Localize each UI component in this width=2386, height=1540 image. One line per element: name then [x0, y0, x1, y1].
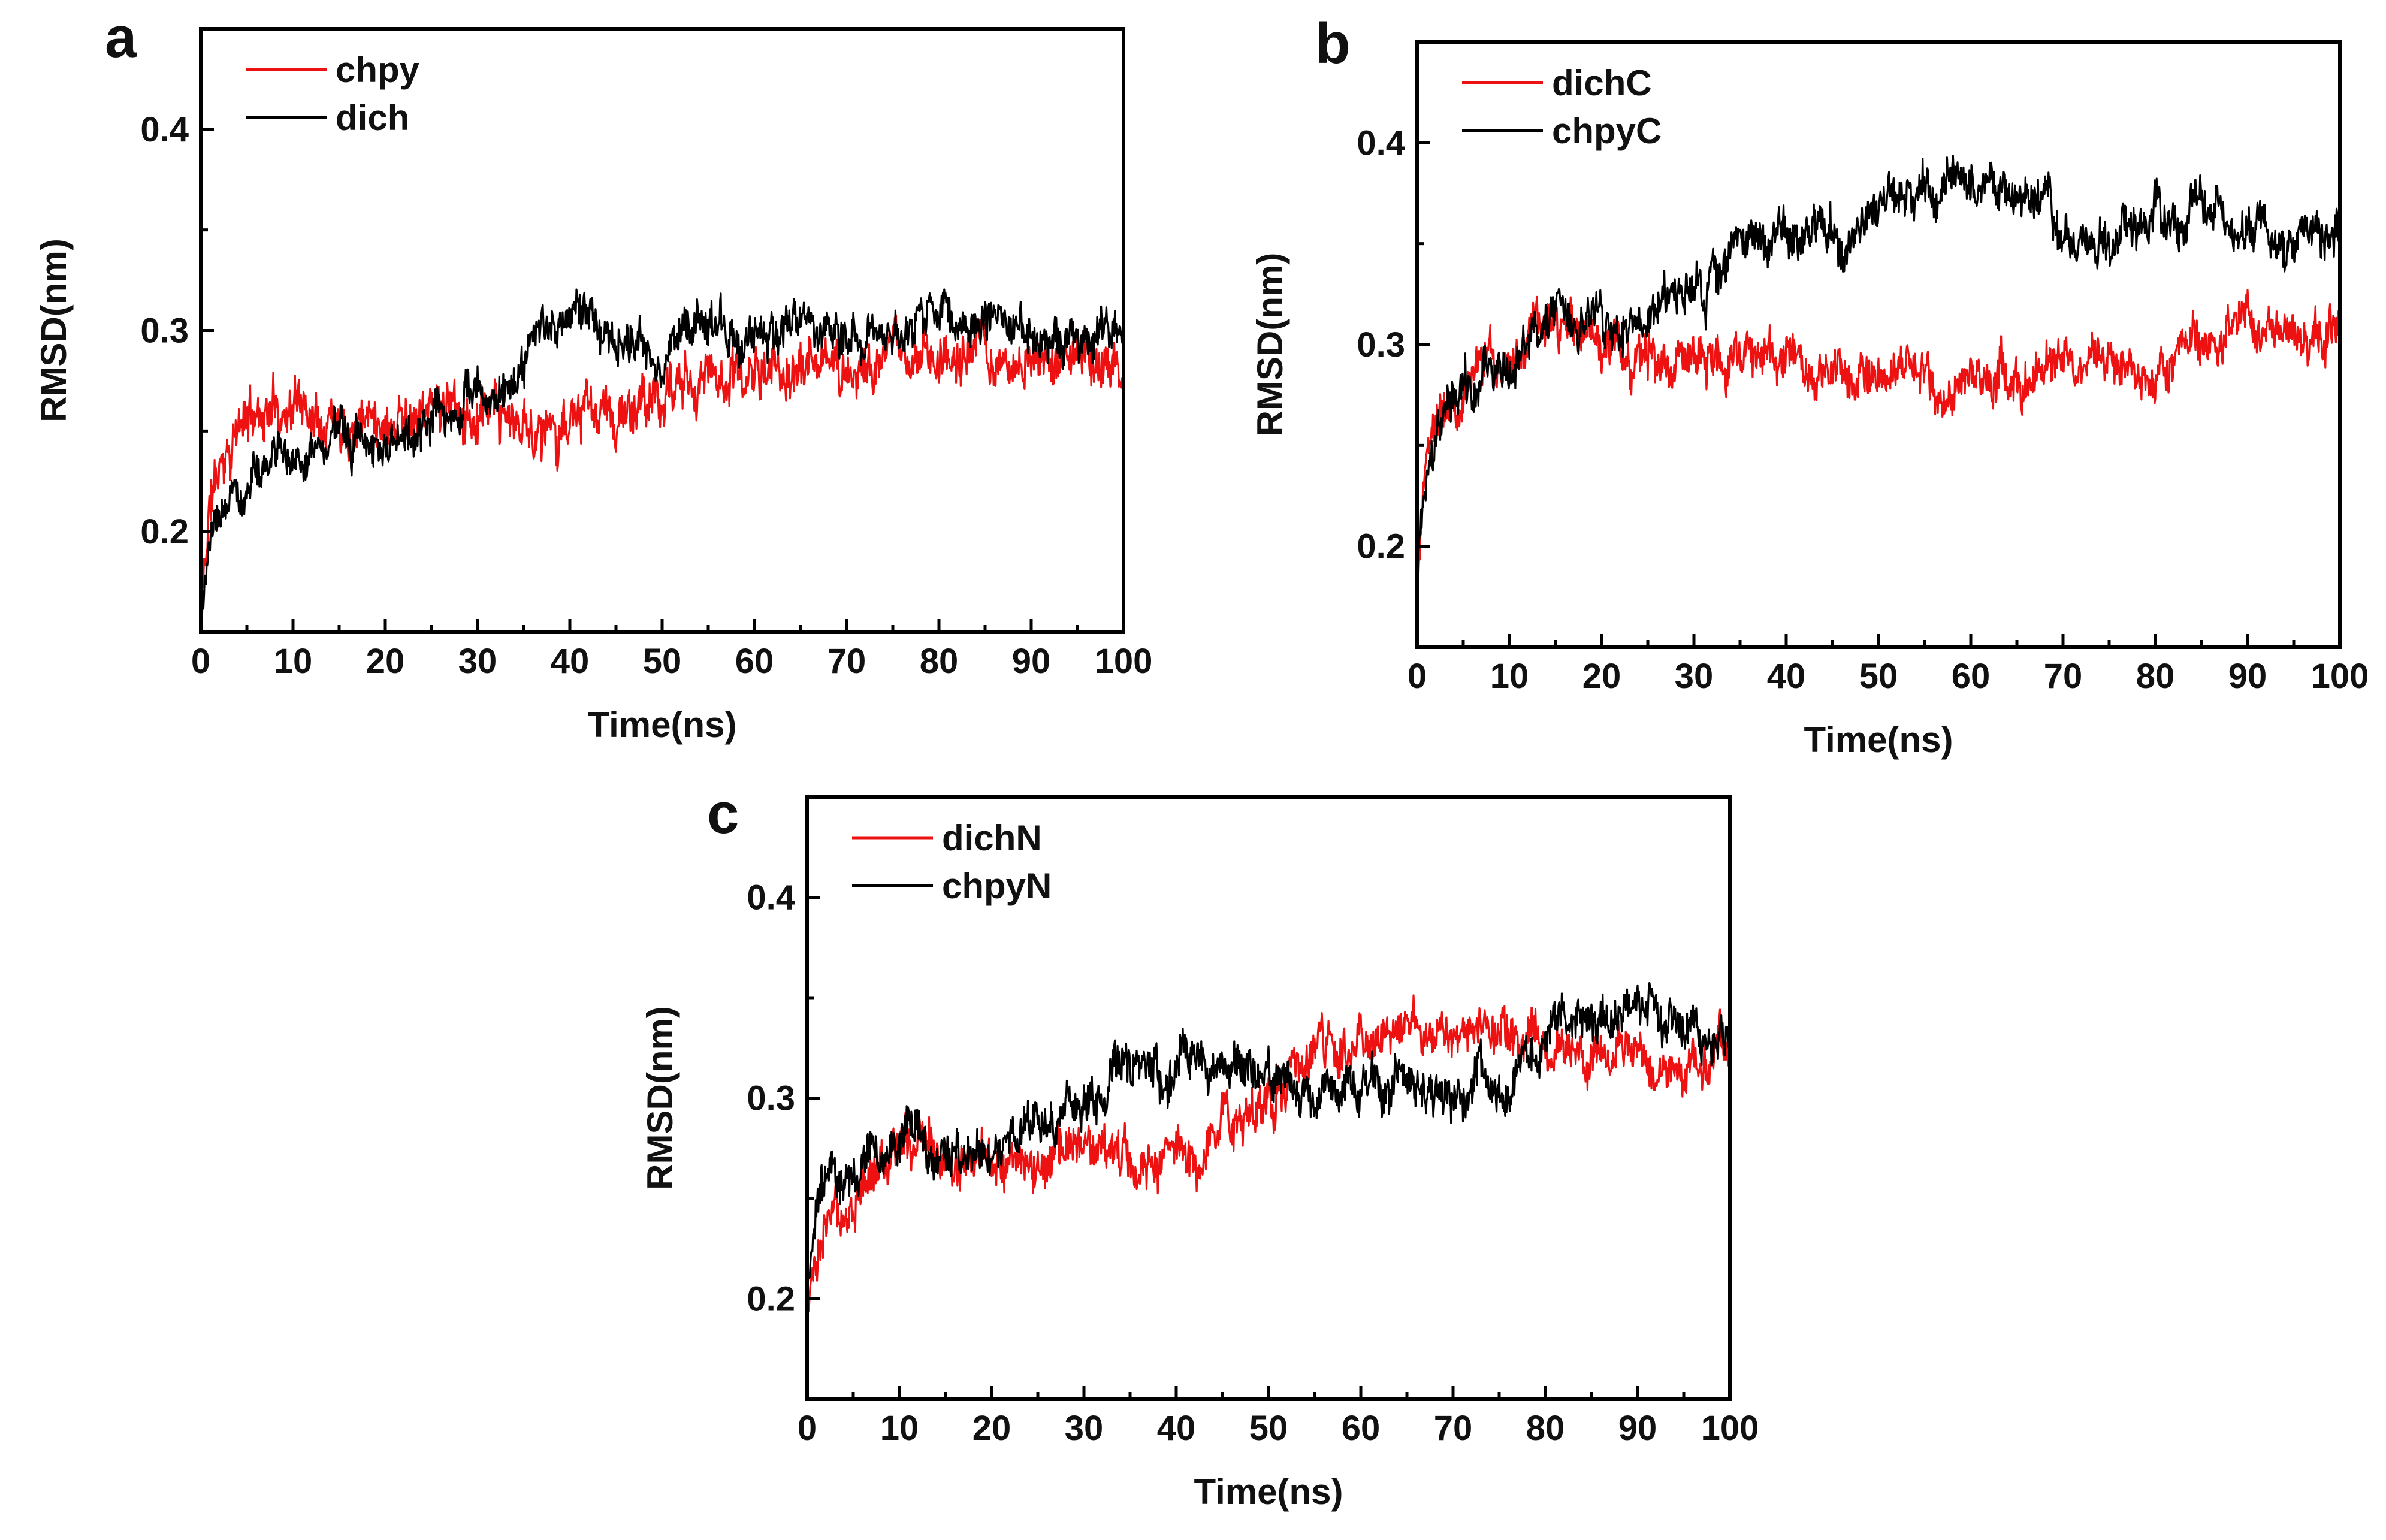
x-tick-label: 90 [1618, 1409, 1657, 1448]
legend-label-dichN: dichN [942, 818, 1042, 858]
x-tick-label: 100 [2311, 657, 2369, 696]
series-line-dichN [807, 994, 1730, 1313]
x-tick-label: 80 [2136, 657, 2175, 696]
y-tick-label: 0.2 [747, 1280, 795, 1319]
x-tick-label: 10 [274, 642, 313, 681]
series-line-dich [201, 288, 1123, 632]
x-tick-label: 20 [1582, 657, 1621, 696]
panel-letter: a [105, 5, 137, 70]
x-tick-label: 30 [1065, 1409, 1104, 1448]
x-axis-title: Time(ns) [1194, 1472, 1343, 1512]
x-tick-label: 30 [458, 642, 497, 681]
series-line-chpyC [1417, 155, 2340, 580]
x-tick-label: 50 [1859, 657, 1898, 696]
y-tick-label: 0.2 [140, 512, 189, 551]
x-tick-label: 0 [191, 642, 210, 681]
x-tick-label: 50 [1249, 1409, 1288, 1448]
x-tick-label: 60 [1342, 1409, 1381, 1448]
legend-label-chpy: chpy [336, 50, 420, 90]
y-tick-label: 0.3 [747, 1079, 795, 1118]
x-tick-label: 60 [1952, 657, 1991, 696]
x-tick-label: 90 [1012, 642, 1051, 681]
x-tick-label: 40 [1767, 657, 1806, 696]
y-tick-label: 0.3 [140, 312, 189, 351]
legend-label-chpyN: chpyN [942, 866, 1052, 906]
x-tick-label: 100 [1095, 642, 1153, 681]
x-tick-label: 20 [972, 1409, 1011, 1448]
chart-panel-c: 0 10 20 30 40 50 60 70 80 90 100 0.2 0.3 0.4 Time(ns) R… [640, 781, 1759, 1512]
x-tick-label: 0 [798, 1409, 817, 1448]
y-axis-title: RMSD(nm) [34, 238, 74, 422]
x-axis-title: Time(ns) [588, 705, 737, 745]
series-line-dichC [1417, 289, 2340, 578]
x-tick-label: 70 [827, 642, 866, 681]
panel-letter: b [1315, 11, 1351, 76]
legend-label-chpyC: chpyC [1552, 111, 1662, 151]
y-tick-label: 0.4 [747, 878, 795, 917]
x-tick-label: 60 [735, 642, 774, 681]
x-tick-label: 30 [1675, 657, 1714, 696]
chart-panel-a: 0 10 20 30 40 50 60 70 80 90 100 0.2 0.3 0.4 Time(ns) R… [34, 5, 1152, 745]
series-line-chpyN [807, 982, 1730, 1293]
x-tick-label: 50 [643, 642, 682, 681]
x-tick-label: 20 [366, 642, 405, 681]
legend-label-dich: dich [336, 98, 409, 138]
x-tick-label: 40 [551, 642, 590, 681]
y-tick-label: 0.4 [140, 110, 189, 149]
y-axis-title: RMSD(nm) [1250, 253, 1290, 437]
legend-label-dichC: dichC [1552, 63, 1652, 103]
x-tick-label: 90 [2228, 657, 2267, 696]
x-tick-label: 80 [920, 642, 959, 681]
panel-letter: c [707, 781, 739, 846]
x-tick-label: 80 [1526, 1409, 1565, 1448]
y-tick-label: 0.4 [1357, 123, 1405, 162]
y-axis-title: RMSD(nm) [640, 1006, 680, 1190]
x-tick-label: 100 [1701, 1409, 1759, 1448]
x-tick-label: 40 [1157, 1409, 1196, 1448]
x-tick-label: 70 [1434, 1409, 1473, 1448]
y-tick-label: 0.2 [1357, 527, 1405, 566]
x-tick-label: 10 [1490, 657, 1529, 696]
chart-panel-b: 0 10 20 30 40 50 60 70 80 90 100 0.2 0.3 0.4 Time(ns) R… [1250, 11, 2369, 760]
x-tick-label: 10 [880, 1409, 919, 1448]
x-axis-title: Time(ns) [1804, 720, 1953, 760]
x-tick-label: 0 [1408, 657, 1427, 696]
x-tick-label: 70 [2044, 657, 2083, 696]
y-tick-label: 0.3 [1357, 325, 1405, 364]
